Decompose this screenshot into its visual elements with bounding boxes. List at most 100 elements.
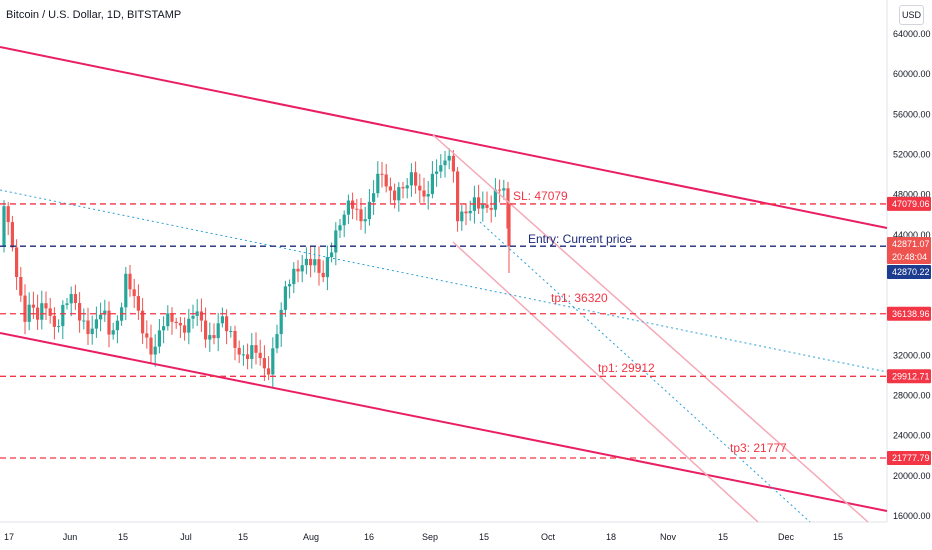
candle-body [208,335,212,340]
candle-body [426,194,430,197]
candle-body [443,160,447,166]
candle-body [477,197,481,209]
candle-body [355,208,359,210]
channel-lower-line[interactable] [0,332,888,512]
annotation-label: tp3: 21777 [730,441,787,455]
x-tick-label: Oct [541,532,556,542]
y-tick-label: 20000.00 [893,471,931,481]
candle-body [502,188,506,191]
price-tag-2-bg [887,265,931,279]
candle-body [464,211,468,214]
candle-body [304,258,308,266]
candle-body [435,171,439,174]
candle-body [124,273,128,308]
candle-body [279,309,283,335]
level-tag-sl-bg [887,196,931,211]
candle-body [15,247,19,277]
candle-body [376,173,380,194]
candle-body [128,273,132,290]
candle-body [191,315,195,319]
candle-body [19,276,23,296]
candle-body [393,190,397,201]
candle-body [145,333,149,338]
price-tag-2: 42870.22 [892,267,930,277]
currency-button[interactable]: USD [899,5,924,25]
candle-body [225,316,229,332]
candle-body [141,310,145,334]
candle-body [325,257,329,278]
x-axis-ticks: 17 Jun 15 Jul 15 Aug 16 Sep 15 Oct 18 Nov 15 Dec 15 [4,532,843,542]
candle-body [401,187,405,189]
light-channel-lower[interactable] [452,241,759,523]
candle-body [309,258,313,266]
candle-body [507,202,511,247]
candle-body [351,200,355,209]
candle-body [2,206,6,247]
candle-body [136,296,140,311]
candle-body [229,330,233,332]
candle-body [31,304,35,308]
y-tick-label: 60000.00 [893,69,931,79]
y-tick-label: 56000.00 [893,109,931,119]
x-tick-label: 18 [606,532,616,542]
x-tick-label: Aug [303,532,319,542]
level-tag-tp3: 21777.79 [892,453,930,463]
channel-upper-line[interactable] [0,46,888,229]
x-tick-label: Jun [63,532,78,542]
candle-body [254,345,258,353]
dotted-trendline-long[interactable] [0,189,888,373]
y-tick-label: 52000.00 [893,150,931,160]
candle-body [334,230,338,253]
candle-body [153,346,157,355]
candle-body [388,186,392,191]
candle-body [162,326,166,331]
price-tag-1-bg [887,250,931,264]
candle-body [57,326,61,328]
candle-body [40,303,44,320]
x-tick-label: 15 [718,532,728,542]
candle-body [178,323,182,326]
chart-title: Bitcoin / U.S. Dollar, 1D, BITSTAMP [6,9,182,21]
candle-body [414,172,418,186]
candle-body [103,310,107,315]
y-tick-label: 48000.00 [893,190,931,200]
y-tick-label: 32000.00 [893,350,931,360]
annotation-label: tp1: 36320 [551,291,608,305]
candle-body [451,155,455,172]
candle-body [498,189,502,191]
price-tag-0: 42871.07 [892,239,930,249]
candle-body [262,358,266,369]
x-tick-label: Sep [422,532,438,542]
candle-body [338,225,342,231]
annotation-label: SL: 47079 [513,189,568,203]
candle-body [44,303,48,309]
candle-body [195,311,199,316]
candle-body [86,320,90,335]
candle-body [166,313,170,327]
candle-body [485,204,489,208]
candle-body [468,210,472,214]
y-tick-label: 16000.00 [893,511,931,521]
x-tick-label: 17 [4,532,14,542]
candle-body [271,348,275,375]
candle-body [212,335,216,339]
candle-body [237,347,241,355]
candle-body [460,211,464,222]
candle-body [313,259,317,266]
candle-body [456,171,460,222]
candle-body [292,268,296,285]
candle-body [90,328,94,335]
candle-body [132,289,136,297]
candle-body [481,204,485,209]
x-tick-label: Dec [778,532,795,542]
candle-body [82,320,86,322]
candle-body [367,201,371,220]
level-tag-tp3-bg [887,450,931,465]
dotted-trendline-short[interactable] [479,221,811,523]
candle-body [187,318,191,333]
candle-body [267,368,271,375]
candle-body [220,316,224,324]
candle-body [111,330,115,335]
candle-body [250,345,254,359]
